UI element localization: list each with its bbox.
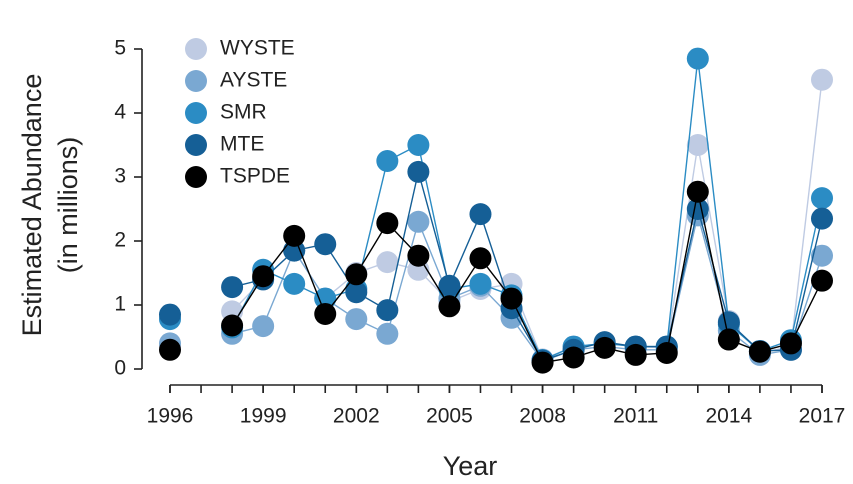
data-point: [376, 150, 399, 172]
data-point: [686, 198, 709, 220]
data-point: [283, 224, 306, 247]
y-tick-label: 1: [114, 293, 126, 316]
x-tick-label: 2005: [426, 405, 473, 428]
x-tick-label: 2008: [519, 405, 566, 428]
data-point: [717, 328, 740, 351]
x-tick-label: 2002: [333, 405, 380, 428]
y-tick-label: 2: [114, 229, 126, 252]
x-tick-label: 2011: [613, 405, 658, 428]
data-point: [624, 343, 647, 366]
y-tick-label: 4: [114, 101, 126, 124]
data-point: [376, 251, 399, 274]
data-point: [407, 210, 430, 233]
data-point: [345, 308, 368, 331]
legend-marker: [185, 166, 207, 188]
legend-label: WYSTE: [220, 37, 295, 60]
data-point: [469, 203, 492, 226]
data-point: [376, 299, 399, 322]
data-point: [314, 302, 337, 325]
data-point: [811, 244, 833, 267]
data-point: [811, 68, 833, 91]
data-point: [438, 274, 461, 297]
data-point: [500, 287, 523, 310]
data-point: [717, 311, 740, 334]
y-axis-subtitle: (in millions): [53, 137, 83, 274]
data-point: [655, 342, 678, 364]
legend-marker: [185, 38, 207, 60]
y-tick-label: 0: [114, 357, 126, 380]
data-point: [314, 287, 337, 310]
legend-label: MTE: [220, 133, 264, 156]
legend-marker: [185, 70, 207, 92]
data-point: [252, 265, 275, 288]
x-axis-title: Year: [443, 451, 498, 481]
data-point: [531, 351, 554, 374]
y-tick-label: 3: [114, 165, 126, 188]
data-point: [283, 272, 306, 295]
data-point: [252, 315, 275, 338]
data-point: [221, 276, 244, 299]
data-point: [686, 134, 709, 156]
data-point: [811, 207, 833, 230]
data-point: [811, 269, 833, 292]
legend-marker: [185, 134, 207, 156]
data-point: [748, 340, 771, 363]
data-point: [686, 180, 709, 203]
legend-marker: [185, 102, 207, 124]
data-point: [438, 295, 461, 318]
x-tick-label: 1999: [240, 405, 287, 428]
data-point: [593, 336, 616, 359]
data-point: [159, 338, 181, 361]
data-point: [407, 134, 430, 156]
y-axis-title: Estimated Abundance: [17, 74, 47, 337]
data-point: [779, 332, 802, 355]
legend-label: AYSTE: [220, 69, 287, 92]
data-point: [811, 187, 833, 210]
data-point: [407, 244, 430, 267]
data-point: [345, 281, 368, 304]
legend-label: SMR: [220, 101, 267, 124]
data-point: [686, 47, 709, 70]
data-point: [345, 263, 368, 286]
data-point: [314, 233, 337, 256]
data-point: [376, 212, 399, 235]
x-tick-label: 2017: [799, 405, 846, 428]
data-point: [221, 314, 244, 337]
data-point: [376, 322, 399, 345]
y-tick-label: 5: [114, 37, 126, 60]
data-point: [469, 247, 492, 270]
data-point: [159, 303, 181, 326]
legend-label: TSPDE: [220, 165, 290, 188]
x-tick-label: 2014: [705, 405, 752, 428]
x-tick-label: 1996: [147, 405, 194, 428]
data-point: [562, 346, 585, 369]
data-point: [469, 272, 492, 295]
data-point: [407, 160, 430, 183]
